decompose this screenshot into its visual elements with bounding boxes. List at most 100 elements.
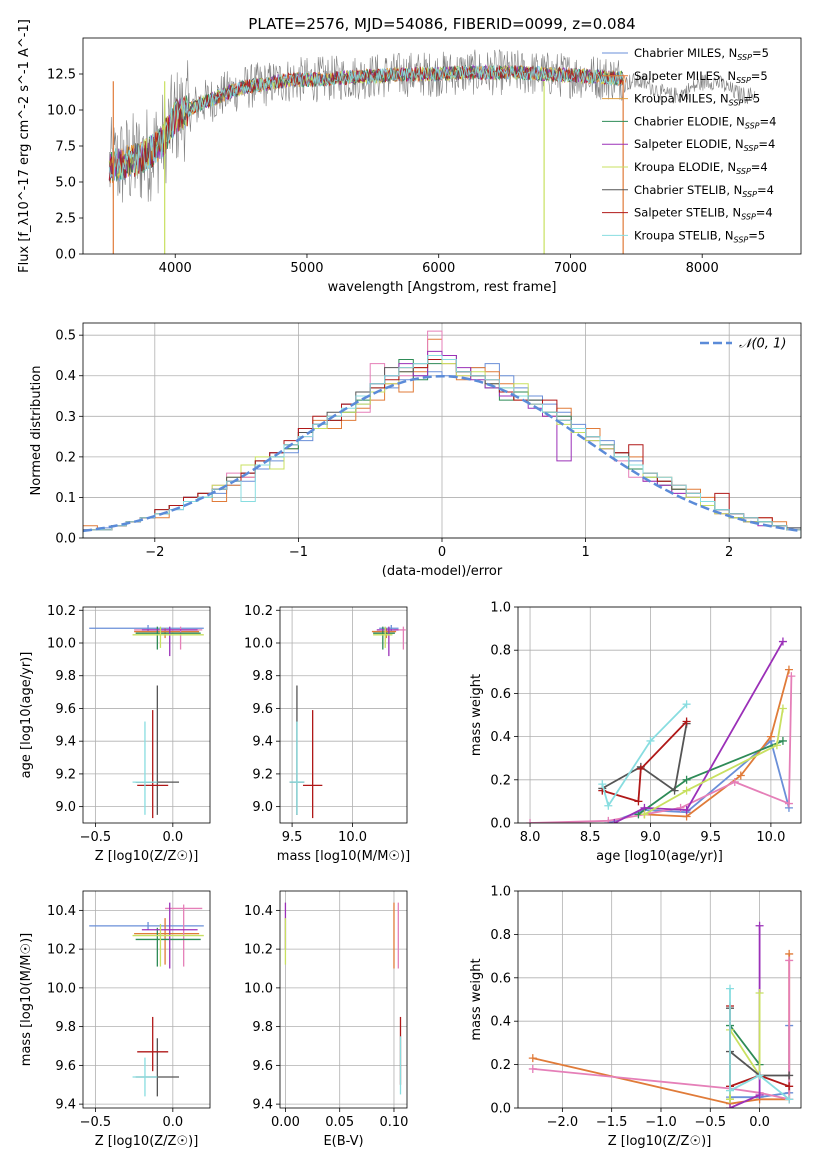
weight-point-marker bbox=[787, 672, 796, 681]
weight-series-line bbox=[529, 676, 793, 823]
legend-count: =4 bbox=[751, 160, 768, 174]
y-tick-label: 1.0 bbox=[490, 885, 511, 900]
x-tick-label: 10.0 bbox=[338, 830, 367, 845]
legend-entry: Chabrier MILES, NSSP=5 bbox=[634, 46, 769, 62]
y-tick-label: 9.0 bbox=[55, 800, 76, 815]
chart-age-vs-Z: −0.5 0.0 9.0 9.2 9.4 9.6 9.8 10.0 10.2 Z [log10(Z… bbox=[19, 604, 211, 864]
x-tick-label: 8000 bbox=[686, 261, 719, 276]
x-tick-label: 10.0 bbox=[756, 830, 785, 845]
axes-frame bbox=[279, 606, 408, 824]
y-tick-label: 0.0 bbox=[490, 1102, 511, 1117]
legend-subscript: SSP bbox=[736, 167, 751, 176]
legend-count: =4 bbox=[757, 183, 774, 197]
weight-point-marker bbox=[682, 775, 691, 784]
legend-subscript: SSP bbox=[734, 235, 749, 244]
y-tick-label: 0.6 bbox=[490, 971, 511, 986]
legend-count: =5 bbox=[752, 46, 769, 60]
x-tick-label: 6000 bbox=[422, 261, 455, 276]
x-tick-label: 9.5 bbox=[282, 830, 303, 845]
weight-point-marker bbox=[755, 921, 764, 930]
axes-frame bbox=[279, 890, 408, 1109]
y-tick-label: 10.0 bbox=[47, 637, 76, 652]
x-tick-label: −2.0 bbox=[547, 1115, 579, 1130]
y-tick-label: 9.8 bbox=[55, 669, 76, 684]
legend-count: =4 bbox=[756, 206, 773, 220]
x-tick-label: −1.0 bbox=[645, 1115, 677, 1130]
y-tick-label: 2.5 bbox=[55, 212, 76, 227]
y-tick-label: 9.4 bbox=[252, 1098, 273, 1113]
legend-entry: Salpeter ELODIE, NSSP=4 bbox=[634, 137, 775, 153]
x-axis-label: (data-model)/error bbox=[382, 564, 503, 579]
x-tick-label: −1 bbox=[289, 545, 308, 560]
weight-point-marker bbox=[785, 1095, 794, 1104]
chart-residuals: −2 −1 0 1 2 0.0 0.1 0.2 0.3 0.4 0.5 (data-model)/er… bbox=[29, 322, 802, 579]
x-tick-label: 8.0 bbox=[520, 830, 541, 845]
y-tick-label: 9.0 bbox=[252, 800, 273, 815]
weight-point-marker bbox=[778, 704, 787, 713]
legend-subscript: SSP bbox=[744, 144, 759, 153]
y-tick-label: 0.0 bbox=[55, 532, 76, 547]
y-tick-label: 9.6 bbox=[252, 1059, 273, 1074]
x-tick-label: −0.5 bbox=[694, 1115, 726, 1130]
y-tick-label: 9.4 bbox=[55, 735, 76, 750]
x-tick-label: 0.0 bbox=[162, 830, 183, 845]
weight-point-marker bbox=[755, 1071, 764, 1080]
y-tick-label: 10.0 bbox=[244, 637, 273, 652]
legend-text: Salpeter ELODIE, N bbox=[634, 137, 744, 151]
x-tick-label: −0.5 bbox=[80, 830, 112, 845]
x-tick-label: 0.0 bbox=[162, 1115, 183, 1130]
weight-series-line bbox=[601, 723, 688, 793]
weight-point-marker bbox=[726, 1095, 735, 1104]
x-tick-label: 2 bbox=[725, 545, 733, 560]
legend-entry: Kroupa MILES, NSSP=5 bbox=[634, 92, 760, 108]
plot-area bbox=[89, 625, 204, 819]
legend-subscript: SSP bbox=[742, 190, 757, 199]
y-tick-label: 0.4 bbox=[55, 369, 76, 384]
weight-point-marker bbox=[778, 736, 787, 745]
y-tick-label: 0.4 bbox=[490, 730, 511, 745]
weight-point-marker bbox=[736, 771, 745, 780]
x-tick-label: 5000 bbox=[290, 261, 323, 276]
y-tick-label: 9.2 bbox=[252, 767, 273, 782]
plot-area bbox=[526, 637, 796, 823]
y-tick-label: 9.6 bbox=[252, 702, 273, 717]
weight-point-marker bbox=[528, 1064, 537, 1073]
y-tick-label: 0.6 bbox=[490, 687, 511, 702]
y-tick-label: 10.4 bbox=[47, 904, 76, 919]
weight-point-marker bbox=[755, 1090, 764, 1099]
legend-text: Chabrier ELODIE, N bbox=[634, 114, 745, 128]
spectrum-model-line bbox=[108, 64, 624, 181]
y-tick-label: 0.5 bbox=[55, 329, 76, 344]
y-tick-label: 9.6 bbox=[55, 1059, 76, 1074]
weight-point-marker bbox=[682, 806, 691, 815]
x-tick-label: 7000 bbox=[554, 261, 587, 276]
weight-point-marker bbox=[766, 732, 775, 741]
legend-entry: Kroupa ELODIE, NSSP=4 bbox=[634, 160, 768, 176]
legend-count: =4 bbox=[758, 137, 775, 151]
legend-subscript: SSP bbox=[729, 99, 744, 108]
y-axis-label: mass [log10(M/M☉)] bbox=[19, 933, 34, 1066]
weight-point-marker bbox=[726, 984, 735, 993]
axes-frame bbox=[82, 322, 802, 539]
grid bbox=[280, 891, 407, 1108]
weight-point-marker bbox=[526, 819, 535, 823]
y-tick-label: 1.0 bbox=[490, 601, 511, 616]
weight-point-marker bbox=[528, 1054, 537, 1063]
legend-text: Kroupa MILES, N bbox=[634, 92, 729, 106]
plot-area bbox=[284, 902, 402, 1095]
legend-count: =5 bbox=[748, 228, 765, 242]
y-axis-label: Flux [f_λ10^-17 erg cm^-2 s^-1 A^-1] bbox=[17, 19, 32, 273]
plot-area bbox=[289, 625, 406, 819]
legend-subscript: SSP bbox=[736, 76, 751, 85]
grid bbox=[280, 607, 407, 823]
legend-entry: Chabrier ELODIE, NSSP=4 bbox=[634, 114, 776, 130]
weight-point-marker bbox=[755, 988, 764, 997]
weight-series-line bbox=[643, 708, 784, 816]
x-axis-label: Z [log10(Z/Z☉)] bbox=[608, 1134, 712, 1149]
y-tick-label: 10.4 bbox=[244, 904, 273, 919]
y-tick-label: 10.0 bbox=[244, 981, 273, 996]
chart-title: PLATE=2576, MJD=54086, FIBERID=0099, z=0… bbox=[248, 15, 635, 33]
normal-curve bbox=[83, 374, 801, 533]
